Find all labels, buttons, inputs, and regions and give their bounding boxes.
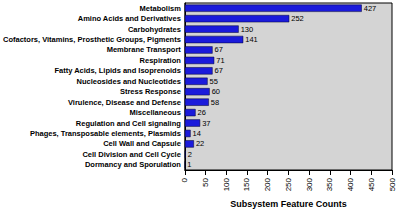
svg-text:Virulence, Disease and Defense: Virulence, Disease and Defense (68, 98, 181, 107)
svg-text:67: 67 (215, 45, 223, 54)
svg-text:60: 60 (212, 87, 220, 96)
svg-text:130: 130 (241, 25, 254, 34)
svg-text:300: 300 (305, 177, 314, 191)
svg-text:26: 26 (198, 108, 206, 117)
svg-text:500: 500 (388, 177, 397, 191)
svg-text:427: 427 (364, 4, 377, 13)
svg-text:Stress Response: Stress Response (120, 87, 181, 96)
svg-text:141: 141 (245, 35, 258, 44)
svg-text:Dormancy and Sporulation: Dormancy and Sporulation (85, 160, 181, 169)
svg-text:450: 450 (367, 177, 376, 191)
svg-text:Metabolism: Metabolism (140, 4, 182, 13)
svg-text:100: 100 (222, 177, 231, 191)
svg-text:22: 22 (196, 139, 204, 148)
svg-text:Nucleosides and Nucleotides: Nucleosides and Nucleotides (77, 77, 181, 86)
svg-text:55: 55 (210, 77, 218, 86)
svg-text:250: 250 (284, 177, 293, 191)
svg-text:400: 400 (346, 177, 355, 191)
svg-text:Miscellaneous: Miscellaneous (130, 108, 181, 117)
svg-text:Fatty Acids, Lipids and Isopre: Fatty Acids, Lipids and Isoprenoids (54, 66, 180, 75)
svg-text:150: 150 (242, 177, 251, 191)
svg-text:Respiration: Respiration (140, 56, 182, 65)
svg-text:71: 71 (216, 56, 224, 65)
svg-text:Cell Division and Cell Cycle: Cell Division and Cell Cycle (82, 150, 180, 159)
svg-text:1: 1 (187, 160, 191, 169)
svg-text:200: 200 (263, 177, 272, 191)
svg-text:Regulation and Cell signaling: Regulation and Cell signaling (76, 119, 181, 128)
svg-text:Subsystem Feature Counts: Subsystem Feature Counts (230, 199, 347, 209)
svg-text:Amino Acids and Derivatives: Amino Acids and Derivatives (78, 14, 181, 23)
svg-text:350: 350 (325, 177, 334, 191)
svg-text:Membrane Transport: Membrane Transport (107, 45, 182, 54)
svg-text:252: 252 (291, 14, 304, 23)
svg-text:67: 67 (215, 66, 223, 75)
svg-text:14: 14 (193, 129, 201, 138)
svg-text:58: 58 (211, 98, 219, 107)
svg-text:Cell Wall and Capsule: Cell Wall and Capsule (103, 139, 181, 148)
svg-text:37: 37 (202, 119, 210, 128)
svg-text:Cofactors, Vitamins, Prostheti: Cofactors, Vitamins, Prosthetic Groups, … (3, 35, 181, 44)
svg-text:2: 2 (188, 150, 192, 159)
svg-text:50: 50 (201, 177, 210, 186)
svg-text:0: 0 (180, 177, 189, 182)
svg-text:Carbohydrates: Carbohydrates (128, 25, 181, 34)
svg-text:Phages, Transposable elements,: Phages, Transposable elements, Plasmids (30, 129, 181, 138)
